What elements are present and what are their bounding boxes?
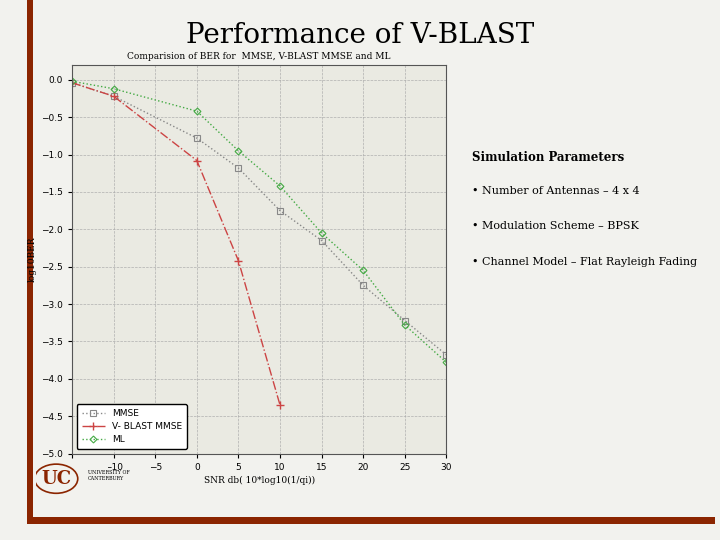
ML	[234, 147, 243, 154]
ML	[109, 85, 118, 92]
V- BLAST MMSE	[109, 93, 118, 99]
Line: MMSE: MMSE	[69, 80, 449, 357]
X-axis label: SNR db( 10*log10(1/qi)): SNR db( 10*log10(1/qi))	[204, 476, 315, 485]
Text: UNIVERSITY OF
CANTERBURY: UNIVERSITY OF CANTERBURY	[88, 470, 130, 488]
V- BLAST MMSE	[192, 157, 201, 164]
Text: UC: UC	[41, 470, 71, 488]
ML	[318, 230, 326, 237]
V- BLAST MMSE	[234, 258, 243, 264]
MMSE	[442, 352, 451, 358]
Y-axis label: log10BER: log10BER	[28, 237, 37, 282]
ML	[442, 359, 451, 366]
MMSE	[192, 135, 201, 141]
Text: • Number of Antennas – 4 x 4: • Number of Antennas – 4 x 4	[472, 186, 639, 197]
ML	[276, 183, 284, 189]
ML	[192, 108, 201, 114]
MMSE	[318, 237, 326, 244]
Text: • Modulation Scheme – BPSK: • Modulation Scheme – BPSK	[472, 221, 639, 232]
V- BLAST MMSE	[68, 79, 76, 86]
Line: V- BLAST MMSE: V- BLAST MMSE	[68, 79, 284, 409]
Text: Simulation Parameters: Simulation Parameters	[472, 151, 624, 164]
MMSE	[359, 282, 367, 288]
ML	[400, 322, 409, 328]
V- BLAST MMSE	[276, 402, 284, 408]
Line: ML: ML	[70, 79, 449, 365]
ML	[359, 267, 367, 274]
Legend: MMSE, V- BLAST MMSE, ML: MMSE, V- BLAST MMSE, ML	[76, 404, 187, 449]
Title: Comparision of BER for  MMSE, V-BLAST MMSE and ML: Comparision of BER for MMSE, V-BLAST MMS…	[127, 52, 391, 61]
MMSE	[68, 79, 76, 86]
MMSE	[109, 93, 118, 99]
Text: • Channel Model – Flat Rayleigh Fading: • Channel Model – Flat Rayleigh Fading	[472, 256, 697, 267]
Text: Performance of V-BLAST: Performance of V-BLAST	[186, 22, 534, 49]
MMSE	[400, 318, 409, 324]
MMSE	[276, 207, 284, 214]
ML	[68, 78, 76, 84]
MMSE	[234, 165, 243, 171]
